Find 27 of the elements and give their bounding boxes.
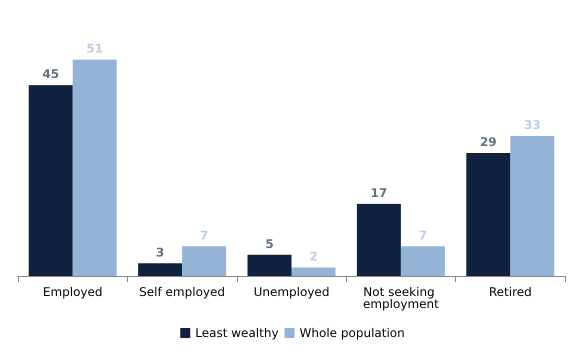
data-label: 7 (200, 228, 208, 242)
bar (466, 152, 510, 276)
x-tick-label: Not seeking employment (362, 285, 440, 311)
bar (400, 246, 445, 276)
x-tick-label: Retired (488, 285, 532, 299)
bar (248, 254, 292, 276)
data-label: 3 (156, 245, 164, 260)
x-tick-label: Employed (42, 285, 103, 299)
legend-label: Least wealthy (195, 326, 279, 340)
data-label: 29 (480, 134, 497, 149)
data-label: 33 (524, 118, 541, 132)
data-label: 17 (370, 186, 388, 200)
bar (182, 246, 226, 276)
legend-label: Whole population (300, 326, 405, 340)
data-label: 45 (42, 67, 60, 82)
bar (510, 136, 554, 276)
data-label: 7 (418, 228, 428, 242)
x-tick-label: Unemployed (254, 285, 330, 299)
data-label: 51 (86, 42, 104, 56)
x-tick-label: Self employed (139, 285, 226, 299)
bar (138, 263, 182, 276)
bar (292, 268, 336, 276)
bar (72, 60, 117, 276)
data-label: 5 (265, 236, 274, 251)
bar (356, 204, 401, 276)
bar (28, 85, 73, 276)
data-label: 2 (309, 250, 318, 264)
